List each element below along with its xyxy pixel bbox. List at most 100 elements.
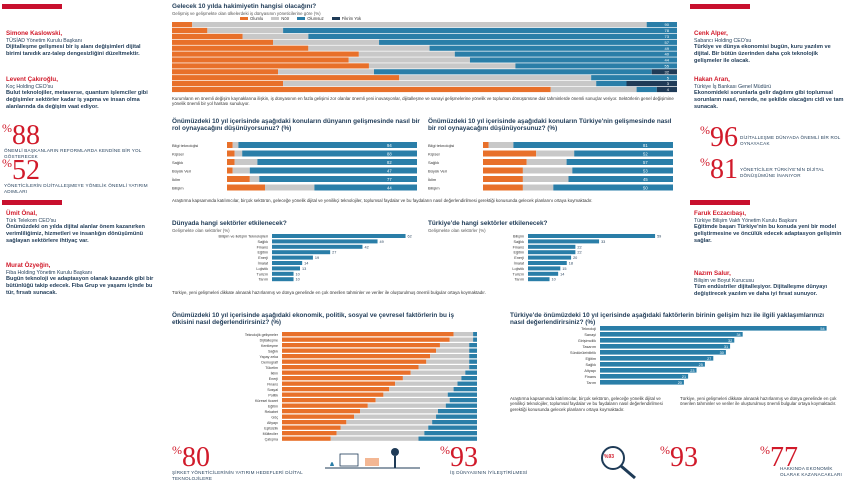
stat-81-caption: YÖNETİCİLER TÜRKİYE'NİN DİJİTAL DÖNÜŞÜMÜ… [740, 167, 825, 178]
quote-text: Önümüzdeki on yılda dijital alanlar önem… [6, 224, 145, 245]
chart1-bar-segment [656, 86, 677, 93]
chart3-bar-segment [536, 150, 575, 157]
chart1-bar-segment [596, 81, 627, 87]
chart6-category-label: Teknolojik gelişmeler [245, 333, 279, 337]
chart7-category-label: Sürdürülebilirlik [570, 351, 596, 355]
chart6-bar-segment [282, 414, 355, 419]
chart23-note: Araştırma kapsamında katılımcılar, birço… [172, 198, 593, 203]
chart7-bars: Teknoloji 54 Sanayi 34 Girişimcilik 32 Tasarım… [570, 326, 827, 385]
chart1-value-label: 49 [665, 46, 670, 51]
chart6-category-label: Altyapı [267, 421, 278, 425]
stat-96: %96 [700, 122, 738, 153]
chart6-bar-segment [473, 332, 477, 337]
chart5-category-label: Bilişim [513, 235, 524, 239]
chart6-bar-segment [469, 359, 477, 364]
red-tab [2, 4, 62, 9]
chart1-bar-segment [172, 22, 193, 28]
chart6-bar-segment [438, 409, 477, 414]
chart7-bar [600, 332, 743, 337]
chart5-value-label: 20 [573, 256, 577, 260]
chart3-bar-segment [483, 159, 527, 165]
quote-role: Türk Telekom CEO'su [6, 217, 57, 224]
chart1-bar-segment [207, 27, 284, 34]
chart3-category-label: Büyük Veri [428, 169, 447, 174]
chart6-category-label: Politik [268, 393, 278, 397]
quote-text: Türkiye ve dünya ekonomisi bugün, kuru y… [694, 44, 831, 65]
chart6-bar-segment [282, 359, 427, 364]
chart1-bar-segment [374, 69, 652, 75]
chart2-stacked-bars: Bilgi teknolojisi 94 Kişisel 88 Sağlık 82 Büyü… [172, 142, 417, 191]
chart1-subtitle: Gelişmiş ve gelişmekte olan ülkelerdeki … [172, 11, 321, 16]
chart6-bar-segment [436, 414, 477, 419]
chart2-category-label: İklim [172, 177, 181, 182]
chart6-bar-segment [282, 343, 440, 348]
chart6-bar-segment [424, 431, 477, 436]
chart1-bar-segment [283, 81, 597, 87]
chart2-title: Önümüzdeki 10 yıl içerisinde aşağıdaki k… [172, 118, 420, 133]
chart6-bar-segment [410, 370, 466, 375]
quote-name: Simone Kaslowski, [6, 30, 63, 37]
chart2-bar-segment [265, 184, 315, 191]
chart3-bar-segment [522, 167, 573, 174]
chart4-bar [272, 271, 294, 276]
chart5-value-label: 14 [560, 272, 564, 276]
chart7-category-label: Teknoloji [581, 327, 596, 331]
chart45-note: Türkiye, yeni gelişmeleri dikkate alınar… [172, 290, 486, 295]
chart6-bar-segment [445, 403, 477, 408]
chart1-bar-segment [646, 22, 677, 28]
chart6-category-label: Finans [267, 382, 278, 386]
chart7-value-label: 34 [736, 333, 740, 337]
chart4-value-label: 49 [380, 240, 384, 244]
chart6-bar-segment [418, 436, 477, 441]
chart6-bar-segment [469, 365, 477, 370]
chart1-bar-segment [651, 69, 677, 75]
quote-role: Koç Holding CEO'su [6, 83, 54, 90]
chart6-bar-segment [449, 398, 477, 403]
chart7-title: Türkiye'de önümüzdeki 10 yıl içerisinde … [510, 312, 825, 327]
chart7-value-label: 23 [690, 369, 694, 373]
chart1-value-label: 78 [665, 28, 670, 33]
chart6-category-label: Göç [271, 415, 278, 419]
chart3-bar-segment [574, 150, 673, 157]
chart2-value-label: 47 [387, 169, 392, 174]
chart6-category-label: Demografi [261, 360, 278, 364]
chart3-bar-segment [522, 184, 554, 191]
chart1-bar-segment [172, 45, 309, 51]
quote-role: Türkiye İş Bankası Genel Müdürü [694, 83, 771, 90]
chart5-title: Türkiye'de hangi sektörler etkilenecek? [428, 220, 548, 227]
chart6-bar-segment [461, 376, 477, 381]
chart1-bar-segment [172, 81, 284, 87]
chart1-bar-segment [308, 45, 430, 51]
chart1-bar-segment [172, 51, 359, 57]
chart7-category-label: Girişimcilik [578, 339, 596, 343]
chart6-bar-segment [282, 332, 454, 337]
chart6-bar-segment [375, 398, 450, 403]
stat-96-caption: DİJİTALLEŞME DÜNYADA ÖNEMLİ BİR ROL OYNA… [740, 135, 841, 146]
chart2-bar-segment [227, 142, 233, 148]
chart4-bar [272, 261, 303, 265]
chart4-bar [272, 250, 331, 255]
chart2-category-label: Kişisel [172, 152, 184, 157]
chart3-bar-segment [483, 184, 523, 191]
chart6-bar-segment [336, 431, 425, 436]
chart1-value-label: 44 [665, 58, 670, 63]
chart5-value-label: 22 [577, 245, 581, 249]
chart5-category-label: Enerji [514, 256, 524, 260]
chart4-category-label: Eğitim [257, 251, 268, 255]
chart6-bar-segment [428, 425, 477, 430]
chart5-value-label: 22 [577, 251, 581, 255]
chart4-value-label: 27 [332, 251, 336, 255]
chart6-title: Önümüzdeki 10 yıl içerisinde aşağıdaki e… [172, 312, 455, 327]
quote-role: TÜSİAD Yönetim Kurulu Başkanı [6, 37, 83, 44]
chart3-value-label: 57 [643, 160, 648, 165]
chart1-bar-segment [429, 45, 677, 51]
chart4-value-label: 62 [408, 235, 412, 239]
chart6-bar-segment [282, 348, 437, 353]
chart6-category-label: Tüketim [265, 366, 278, 370]
chart6-category-label: Kentleşme [261, 344, 278, 348]
chart6-bar-segment [389, 387, 454, 392]
chart5-category-label: Sağlık [513, 240, 524, 244]
chart4-bar [272, 277, 294, 282]
red-tab [690, 4, 750, 9]
